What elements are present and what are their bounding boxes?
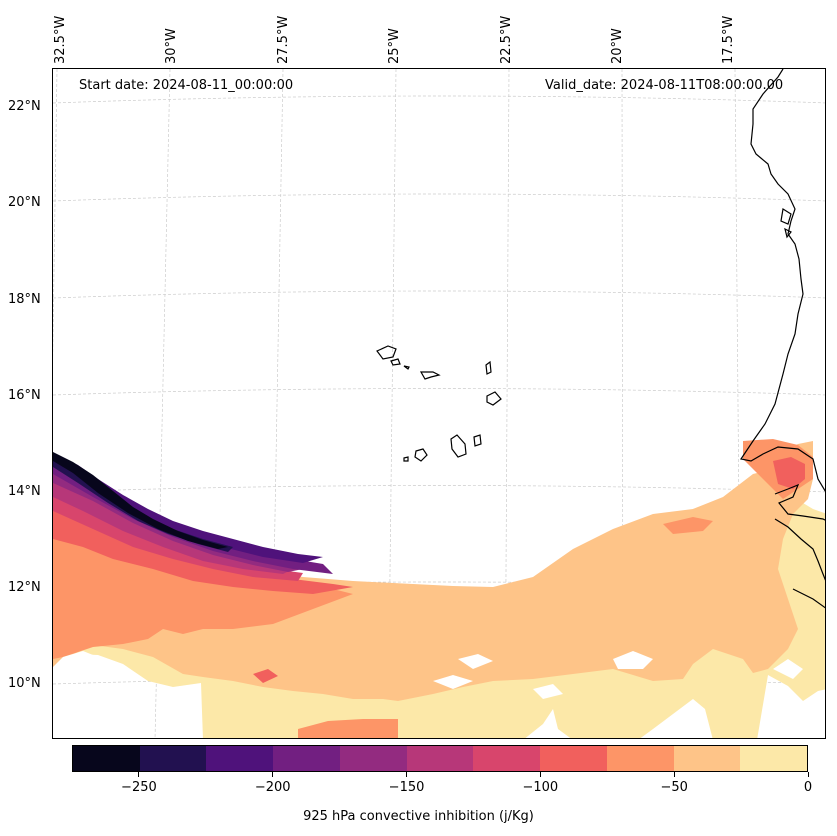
island-sal [485,360,492,375]
missing-data-gaps [53,651,803,699]
lat-label-14n: 14°N [8,484,41,499]
colorbar-segment [273,746,340,771]
colorbar-tick-label: −50 [660,780,688,795]
colorbar-segment [740,746,808,771]
lat-label-18n: 18°N [8,292,41,307]
colorbar-ticks: −250 −200 −150 −100 −50 0 [72,772,812,796]
colorbar-segment [540,746,607,771]
cin-level-75-100-b [773,457,805,489]
colorbar-segment [673,746,741,771]
cin-contours [53,439,825,738]
island-santo-antao [376,345,397,360]
coast-islet-2 [784,227,792,239]
map-canvas [53,69,825,738]
lon-label-27-5w: 27.5°W [276,15,291,64]
colorbar-segment [473,746,541,771]
coast-islet-1 [780,208,792,225]
cin-level-175-200 [53,459,333,574]
lat-label-16n: 16°N [8,388,41,403]
africa-coast [740,69,825,492]
colorbar-segment [339,746,407,771]
colorbar-tick-mark [673,772,675,777]
colorbar-segment [73,746,140,771]
cin-level-50-75-d [663,517,713,534]
island-sao-vicente [390,358,401,366]
lon-label-25w: 25°W [387,28,402,64]
lat-label-22n: 22°N [8,99,41,114]
island-sao-nicolau [419,371,441,380]
lon-label-30w: 30°W [164,28,179,64]
colorbar-label: 925 hPa convective inhibition (j/Kg) [303,809,534,824]
cin-level-50-75 [53,539,353,659]
colorbar-tick-mark [406,772,408,777]
valid-date-annotation: Valid_date: 2024-08-11T08:00:00.00 [545,78,784,93]
lon-label-32-5w: 32.5°W [53,15,68,64]
colorbar-segment [206,746,274,771]
bijagos-coast [774,518,825,609]
cape-verde-islands [376,345,502,462]
cin-level-75-100 [53,499,353,594]
colorbar-segment [606,746,674,771]
colorbar-tick-label: −250 [121,780,157,795]
colorbar-tick-mark [138,772,140,777]
colorbar-tick-mark [539,772,541,777]
island-santa-luzia [403,365,410,370]
colorbar-segment [406,746,474,771]
cin-level-250-275 [53,452,228,549]
colorbar-tick-label: −200 [254,780,291,795]
lat-label-20n: 20°N [8,195,41,210]
lat-label-10n: 10°N [8,676,41,691]
lon-label-20w: 20°W [610,28,625,64]
colorbar-segment [139,746,207,771]
island-boa-vista [486,391,502,406]
map-panel [52,68,826,739]
colorbar-tick-mark [272,772,274,777]
island-brava [403,456,409,462]
lon-label-17-5w: 17.5°W [721,15,736,64]
colorbar-tick-mark [807,772,809,777]
colorbar-tick-label: 0 [803,780,813,795]
gambia-estuary [774,483,825,521]
island-santiago [450,434,467,458]
lon-label-22-5w: 22.5°W [499,15,514,64]
colorbar-tick-label: −150 [388,780,425,795]
start-date-annotation: Start date: 2024-08-11_00:00:00 [79,78,294,93]
cin-level-75-100-c [253,669,278,683]
cin-level-25-50 [53,441,813,701]
island-fogo [414,448,428,462]
colorbar-tick-label: −100 [522,780,559,795]
colorbar [72,745,808,772]
island-maio [473,434,482,447]
coastline [740,69,825,609]
cin-level-50-75-c [298,719,398,738]
lat-label-12n: 12°N [8,580,41,595]
